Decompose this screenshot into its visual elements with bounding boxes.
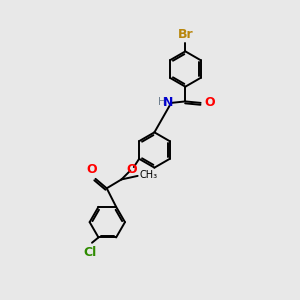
Text: Cl: Cl: [84, 246, 97, 259]
Text: O: O: [87, 164, 97, 176]
Text: H: H: [158, 97, 166, 107]
Text: N: N: [163, 96, 173, 109]
Text: CH₃: CH₃: [139, 170, 157, 180]
Text: O: O: [205, 96, 215, 110]
Text: O: O: [126, 163, 137, 176]
Text: Br: Br: [178, 28, 193, 41]
